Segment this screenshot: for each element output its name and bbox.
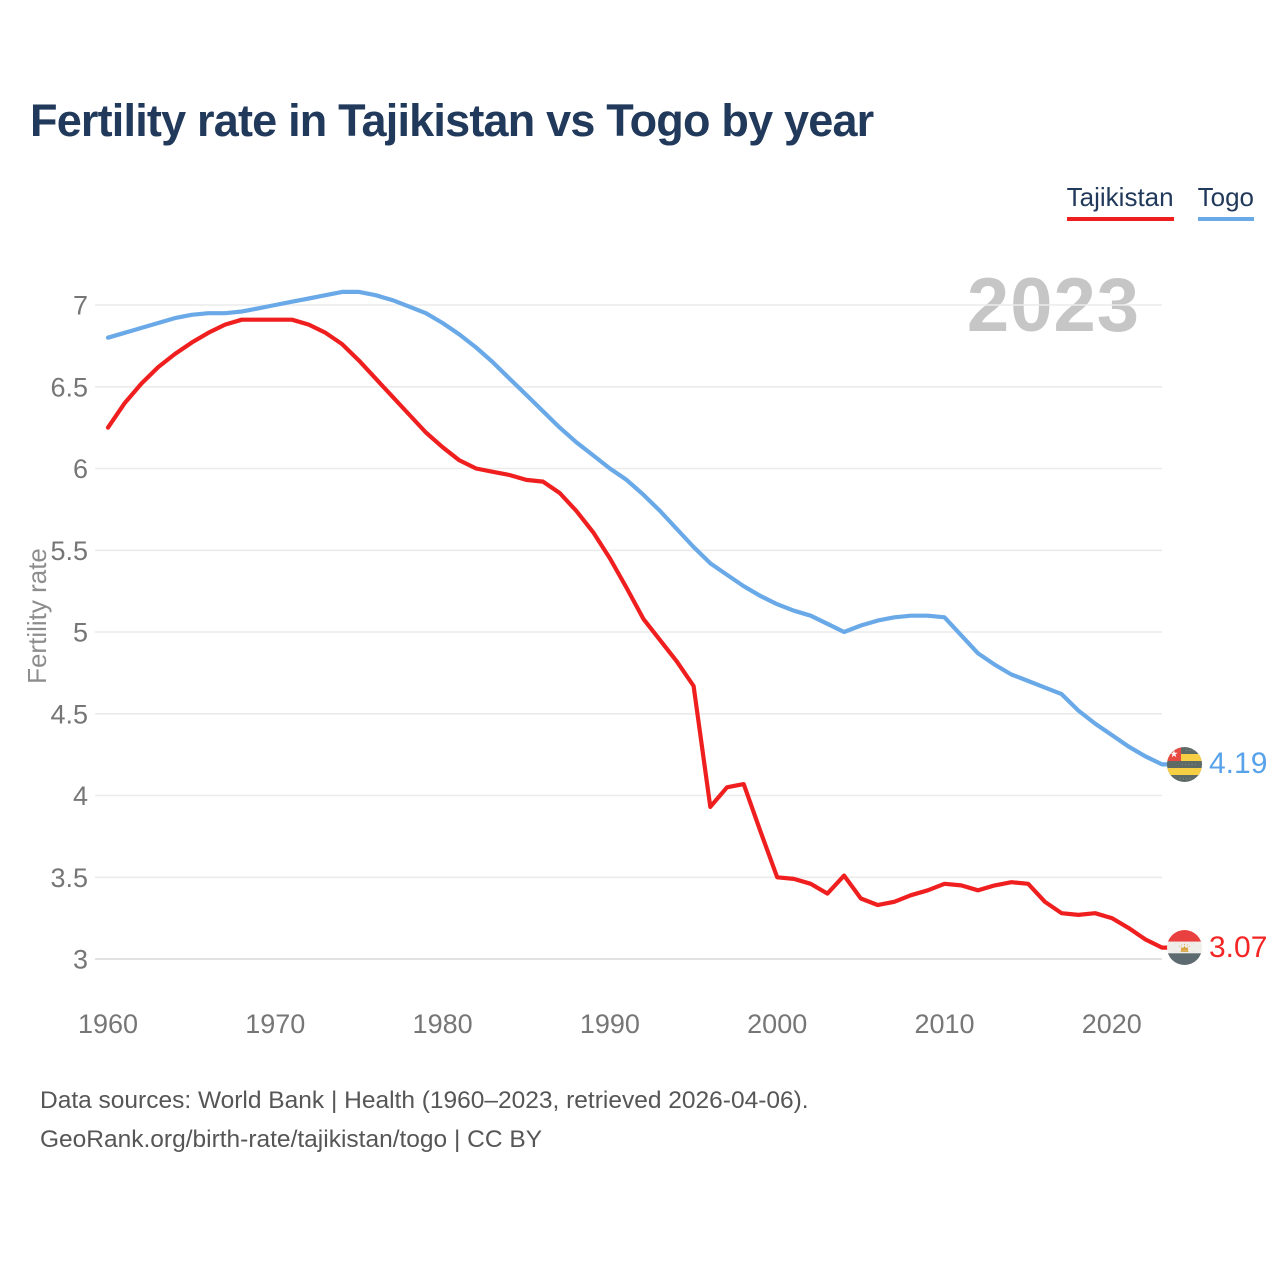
line-tajikistan [105,317,1172,950]
x-tick-label: 1980 [413,1009,473,1039]
y-tick-label: 4.5 [50,699,88,729]
y-axis-title: Fertility rate [22,548,52,684]
y-tick-label: 5 [73,618,88,648]
y-tick-label: 6 [73,454,88,484]
y-tick-label: 4 [73,781,88,811]
x-tick-label: 2010 [914,1009,974,1039]
end-label-tajikistan: 3.07 [1167,930,1268,966]
legend-item-togo[interactable]: Togo [1197,182,1254,221]
line-togo [105,289,1172,767]
footer: Data sources: World Bank | Health (1960–… [40,1081,809,1159]
page-title: Fertility rate in Tajikistan vs Togo by … [30,95,874,146]
y-tick-label: 6.5 [50,372,88,402]
footer-sources-line: Data sources: World Bank | Health (1960–… [40,1087,809,1114]
y-tick-label: 3 [73,945,88,975]
y-tick-label: 3.5 [50,863,88,893]
tajikistan-flag-icon [1167,930,1202,966]
x-tick-label: 1970 [245,1009,305,1039]
togo-flag-icon [1167,746,1202,782]
footer-attribution-line: GeoRank.org/birth-rate/tajikistan/togo |… [40,1126,543,1153]
x-tick-label: 2000 [747,1009,807,1039]
end-value-tajikistan: 3.07 [1209,930,1268,964]
legend-item-tajikistan[interactable]: Tajikistan [1066,182,1174,221]
y-tick-label: 7 [73,291,88,321]
x-tick-label: 2020 [1082,1009,1142,1039]
legend: Tajikistan Togo [1066,182,1254,221]
end-value-togo: 4.19 [1209,747,1268,781]
end-label-togo: 4.19 [1167,746,1268,782]
x-tick-label: 1990 [580,1009,640,1039]
y-tick-label: 5.5 [50,536,88,566]
x-tick-label: 1960 [78,1009,138,1039]
